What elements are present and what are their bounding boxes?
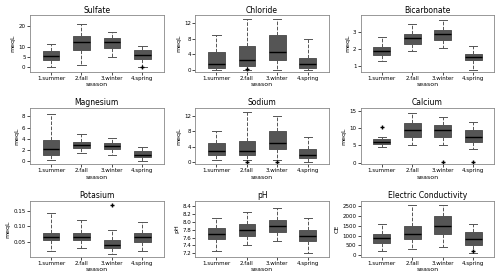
PathPatch shape (434, 216, 451, 234)
PathPatch shape (104, 143, 120, 149)
PathPatch shape (300, 58, 316, 68)
PathPatch shape (134, 50, 150, 59)
PathPatch shape (134, 151, 150, 157)
X-axis label: season: season (251, 267, 273, 272)
Title: Electric Conductivity: Electric Conductivity (388, 191, 467, 200)
PathPatch shape (300, 149, 316, 158)
Title: Bicarbonate: Bicarbonate (404, 6, 450, 14)
PathPatch shape (434, 30, 451, 40)
PathPatch shape (208, 143, 225, 155)
Y-axis label: meqL: meqL (176, 127, 181, 145)
PathPatch shape (104, 38, 120, 48)
X-axis label: season: season (251, 82, 273, 87)
PathPatch shape (374, 139, 390, 144)
Title: Sulfate: Sulfate (83, 6, 110, 14)
Y-axis label: meqL: meqL (176, 35, 181, 52)
Title: pH: pH (257, 191, 268, 200)
Y-axis label: meqL: meqL (345, 35, 350, 52)
PathPatch shape (42, 140, 59, 155)
Y-axis label: meqL: meqL (6, 220, 10, 237)
PathPatch shape (73, 233, 90, 240)
Y-axis label: pH: pH (174, 224, 180, 233)
Title: Sodium: Sodium (248, 98, 276, 107)
PathPatch shape (300, 230, 316, 241)
PathPatch shape (374, 47, 390, 55)
PathPatch shape (269, 220, 285, 232)
Title: Chloride: Chloride (246, 6, 278, 14)
PathPatch shape (238, 46, 256, 66)
Title: Magnesium: Magnesium (74, 98, 119, 107)
PathPatch shape (73, 142, 90, 148)
PathPatch shape (434, 125, 451, 137)
PathPatch shape (404, 226, 420, 239)
PathPatch shape (134, 233, 150, 242)
Y-axis label: meqL: meqL (14, 127, 20, 145)
PathPatch shape (208, 228, 225, 239)
PathPatch shape (208, 52, 225, 68)
X-axis label: season: season (416, 175, 438, 180)
PathPatch shape (465, 232, 481, 245)
PathPatch shape (465, 130, 481, 142)
PathPatch shape (238, 224, 256, 235)
X-axis label: season: season (416, 82, 438, 87)
Title: Calcium: Calcium (412, 98, 443, 107)
X-axis label: season: season (416, 267, 438, 272)
PathPatch shape (269, 35, 285, 60)
PathPatch shape (465, 54, 481, 61)
PathPatch shape (404, 123, 420, 137)
Y-axis label: meqL: meqL (11, 35, 16, 52)
PathPatch shape (404, 34, 420, 44)
X-axis label: season: season (86, 82, 108, 87)
X-axis label: season: season (86, 175, 108, 180)
PathPatch shape (73, 36, 90, 50)
X-axis label: season: season (86, 267, 108, 272)
X-axis label: season: season (251, 175, 273, 180)
PathPatch shape (269, 131, 285, 149)
PathPatch shape (238, 141, 256, 155)
Y-axis label: CE: CE (334, 225, 340, 233)
PathPatch shape (104, 240, 120, 248)
Title: Potasium: Potasium (79, 191, 114, 200)
PathPatch shape (374, 234, 390, 243)
Y-axis label: meqL: meqL (342, 127, 346, 145)
PathPatch shape (42, 51, 59, 60)
PathPatch shape (42, 233, 59, 240)
